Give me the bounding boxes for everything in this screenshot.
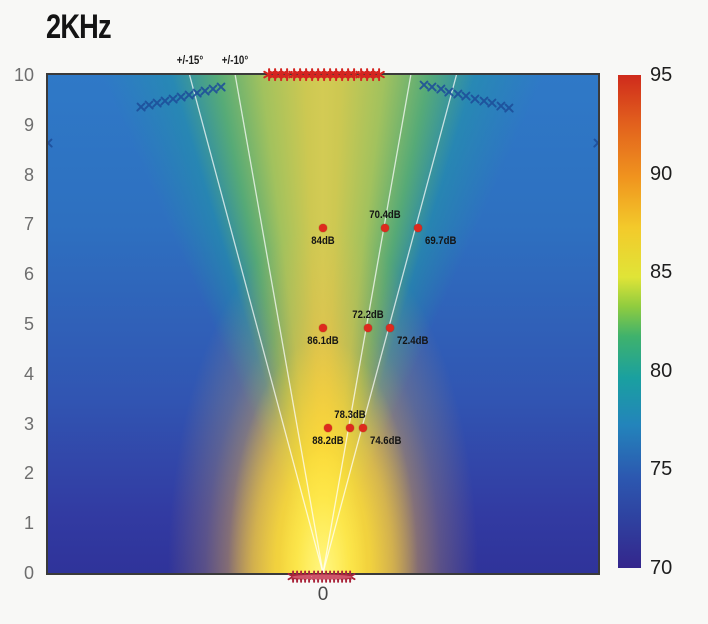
y-tick-label: 6 bbox=[23, 264, 34, 285]
measurement-dot bbox=[319, 224, 327, 233]
colorbar-tick-label: 70 bbox=[650, 557, 673, 579]
y-tick-label: 7 bbox=[23, 214, 34, 235]
measurement-dot bbox=[323, 423, 332, 432]
measurement-label: 88.2dB bbox=[312, 434, 344, 447]
measurement-dot bbox=[386, 324, 395, 332]
colorbar-tick-label: 95 bbox=[650, 64, 673, 86]
beam-angle-line bbox=[234, 75, 324, 573]
x-marker bbox=[592, 138, 598, 149]
plot-area: 84dB 70.4dB 69.7dB 86.1dB 72.2dB 72.4dB 88.2dB… bbox=[46, 73, 600, 575]
measurement-label: 72.4dB bbox=[397, 335, 429, 347]
angle-label: +/-10° bbox=[221, 55, 249, 67]
measurement-dot bbox=[358, 423, 367, 432]
measurement-label: 86.1dB bbox=[307, 335, 339, 347]
y-tick-label: 3 bbox=[23, 413, 34, 434]
marker-layer: 84dB 70.4dB 69.7dB 86.1dB 72.2dB 72.4dB 88.2dB… bbox=[48, 75, 598, 573]
colorbar-tick-label: 80 bbox=[650, 359, 673, 382]
measurement-label: 72.2dB bbox=[352, 309, 384, 321]
y-tick-label: 8 bbox=[23, 164, 34, 185]
measurement-label: 78.3dB bbox=[334, 408, 367, 421]
y-tick-label: 10 bbox=[13, 65, 34, 85]
measurement-dot bbox=[319, 324, 327, 332]
measurement-dot bbox=[363, 324, 372, 332]
y-axis: 10 9 8 7 6 5 4 3 2 1 0 bbox=[0, 0, 42, 624]
colorbar bbox=[618, 75, 641, 568]
y-tick-label: 2 bbox=[23, 463, 34, 484]
x-marker bbox=[48, 138, 54, 149]
y-tick-label: 4 bbox=[23, 363, 34, 384]
colorbar-labels: 95 90 85 80 75 70 bbox=[650, 64, 700, 579]
x-axis: 0 bbox=[48, 573, 598, 613]
x-marker bbox=[504, 103, 515, 114]
measurement-dot bbox=[413, 224, 422, 233]
measurement-label: 69.7dB bbox=[424, 235, 456, 248]
y-tick-label: 9 bbox=[23, 114, 34, 135]
measurement-label: 74.6dB bbox=[369, 434, 402, 447]
measurement-dot bbox=[346, 423, 355, 432]
measurement-label: 70.4dB bbox=[369, 209, 401, 222]
colorbar-tick-label: 75 bbox=[650, 458, 673, 481]
x-marker bbox=[216, 81, 227, 93]
measurement-dot bbox=[381, 224, 390, 233]
y-tick-label: 0 bbox=[23, 563, 34, 583]
measurement-label: 84dB bbox=[311, 235, 335, 248]
chart-title: 2KHz bbox=[46, 8, 112, 46]
colorbar-tick-label: 85 bbox=[650, 261, 673, 284]
angle-label: +/-15° bbox=[176, 55, 203, 67]
colorbar-tick-label: 90 bbox=[650, 162, 673, 185]
x-tick-label: 0 bbox=[317, 584, 329, 605]
y-tick-label: 1 bbox=[23, 513, 34, 534]
y-tick-label: 5 bbox=[23, 314, 34, 334]
beam-angle-line bbox=[188, 75, 324, 573]
